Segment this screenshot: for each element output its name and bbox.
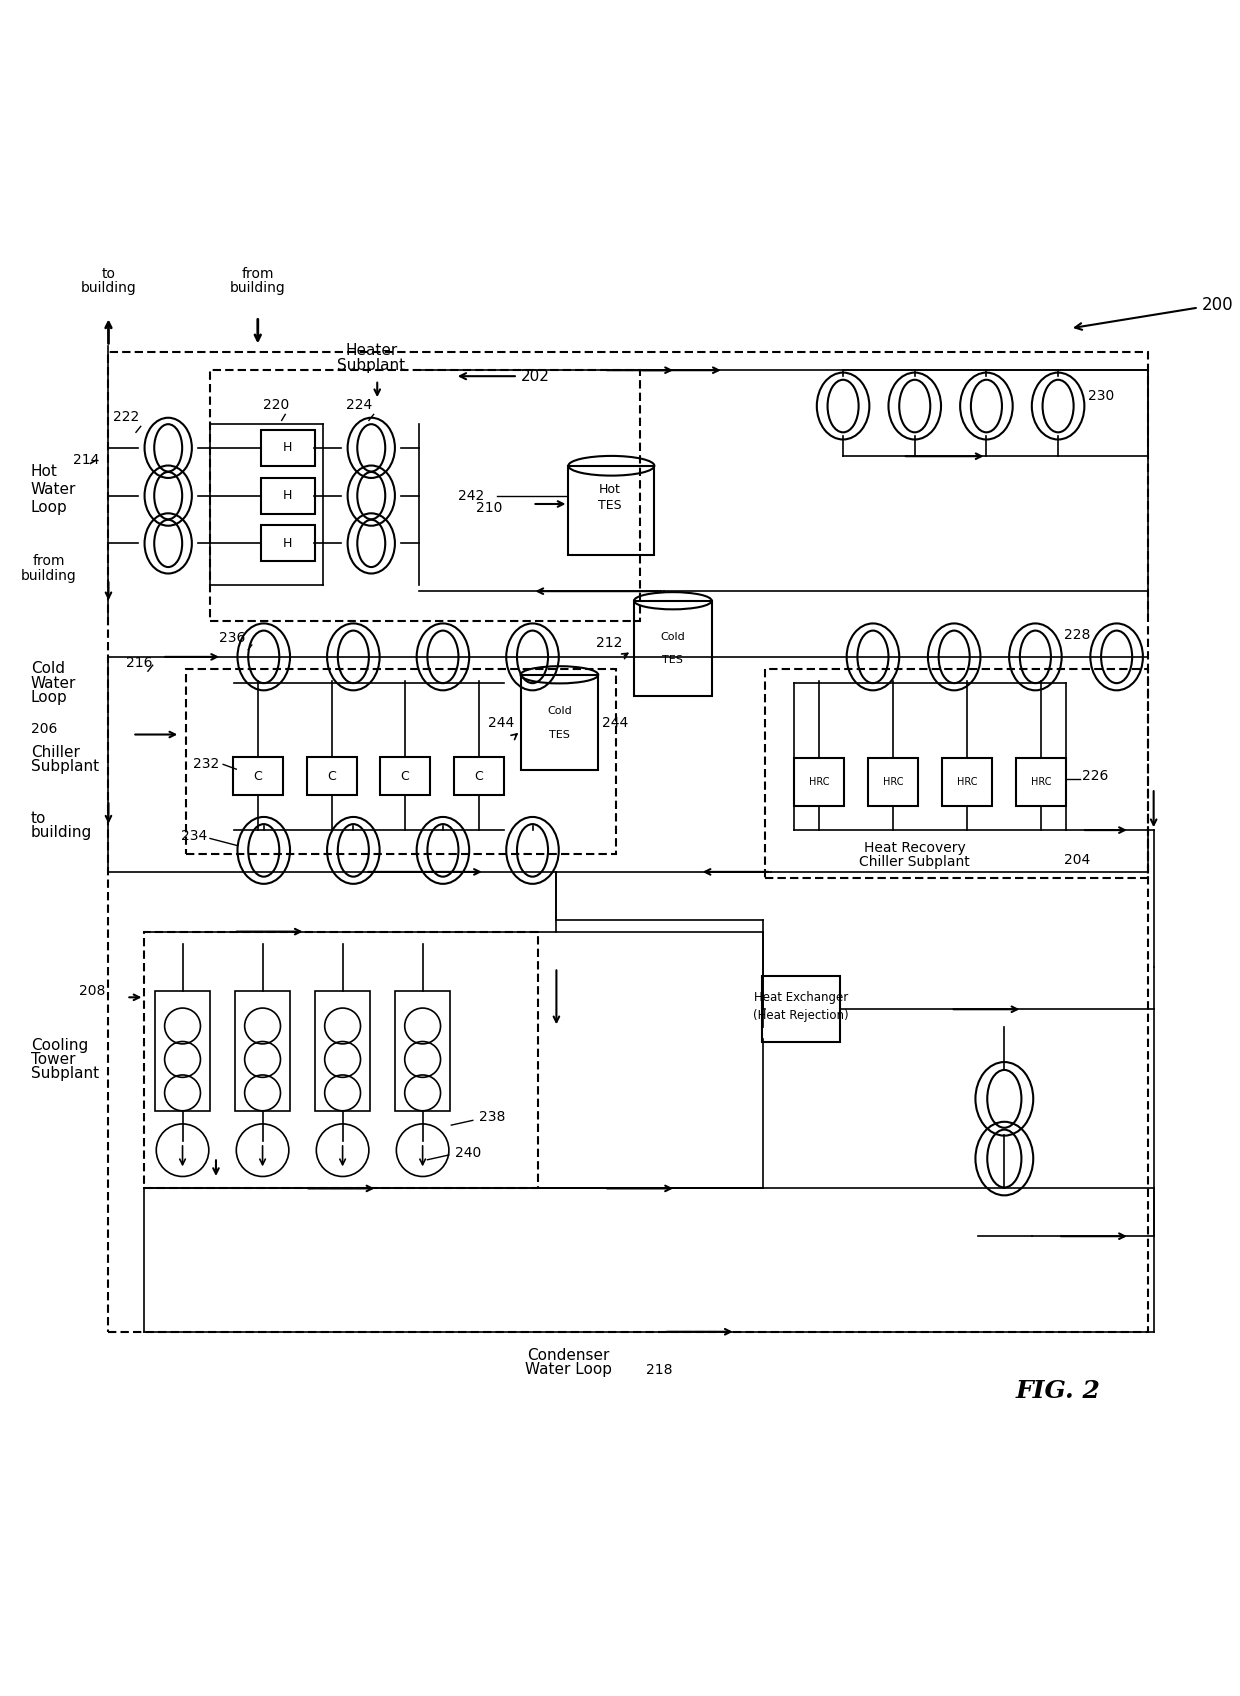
Text: Water: Water [31, 482, 76, 497]
Text: 242: 242 [459, 488, 485, 502]
Text: Loop: Loop [31, 500, 68, 516]
Text: 220: 220 [263, 399, 289, 412]
Text: 224: 224 [346, 399, 372, 412]
Text: TES: TES [599, 499, 622, 512]
Text: HRC: HRC [883, 777, 904, 787]
Text: TES: TES [662, 655, 683, 665]
Text: Cold: Cold [661, 631, 686, 641]
Text: C: C [253, 770, 262, 784]
Text: Subplant: Subplant [337, 358, 405, 373]
Text: Heater: Heater [345, 343, 397, 358]
Text: TES: TES [549, 729, 570, 739]
Text: building: building [21, 568, 77, 583]
Text: 200: 200 [1075, 295, 1233, 329]
Text: 230: 230 [1087, 390, 1115, 404]
Text: 210: 210 [476, 500, 502, 514]
Bar [260, 526, 315, 561]
Bar [155, 992, 210, 1111]
Text: Condenser: Condenser [527, 1348, 610, 1364]
Text: HRC: HRC [1032, 777, 1052, 787]
Text: C: C [475, 770, 484, 784]
Bar [379, 756, 430, 795]
Text: building: building [229, 282, 285, 295]
Text: to: to [102, 266, 115, 280]
Bar [763, 977, 839, 1041]
Bar [260, 478, 315, 514]
Text: from: from [242, 266, 274, 280]
Text: Loop: Loop [31, 690, 68, 706]
Text: C: C [327, 770, 336, 784]
Bar [1017, 758, 1066, 806]
Text: H: H [283, 488, 293, 502]
Text: to: to [31, 811, 46, 826]
Bar [521, 675, 598, 770]
Bar [396, 992, 450, 1111]
Text: 234: 234 [181, 829, 207, 843]
Text: Water: Water [31, 675, 76, 690]
Text: (Heat Rejection): (Heat Rejection) [754, 1009, 849, 1021]
Text: 226: 226 [1083, 770, 1109, 784]
Text: Hot: Hot [31, 465, 58, 480]
Text: Hot: Hot [599, 483, 621, 497]
Text: Heat Exchanger: Heat Exchanger [754, 990, 848, 1004]
Text: 228: 228 [1064, 629, 1090, 643]
Text: 206: 206 [31, 721, 57, 736]
Bar [236, 992, 290, 1111]
Text: Tower: Tower [31, 1052, 76, 1067]
Bar [210, 370, 640, 621]
Text: H: H [283, 441, 293, 455]
Bar [186, 668, 616, 855]
Text: FIG. 2: FIG. 2 [1016, 1379, 1101, 1404]
Text: Cold: Cold [31, 661, 64, 677]
Text: Chiller: Chiller [31, 745, 79, 760]
Bar [568, 466, 655, 555]
Text: H: H [283, 538, 293, 550]
Text: 212: 212 [595, 636, 622, 650]
Bar [454, 756, 503, 795]
Bar [306, 756, 357, 795]
Bar [260, 429, 315, 466]
Text: 214: 214 [73, 453, 99, 466]
Text: Heat Recovery: Heat Recovery [864, 841, 966, 855]
Bar [765, 668, 1148, 879]
Text: 222: 222 [113, 410, 140, 424]
Text: 236: 236 [219, 631, 246, 644]
Text: 208: 208 [78, 984, 105, 999]
Bar [108, 353, 1148, 1331]
Bar [794, 758, 844, 806]
Text: 202: 202 [460, 368, 549, 383]
Text: 204: 204 [1064, 853, 1090, 867]
Bar [315, 992, 370, 1111]
Text: Cold: Cold [547, 706, 572, 716]
Text: 232: 232 [193, 758, 219, 772]
Text: C: C [401, 770, 409, 784]
Text: HRC: HRC [957, 777, 977, 787]
Bar [634, 600, 712, 697]
Text: Water Loop: Water Loop [525, 1362, 611, 1377]
Bar [144, 931, 538, 1189]
Text: Subplant: Subplant [31, 760, 99, 775]
Text: HRC: HRC [808, 777, 830, 787]
Bar [942, 758, 992, 806]
Text: from: from [32, 555, 64, 568]
Text: building: building [81, 282, 136, 295]
Text: building: building [31, 824, 92, 840]
Text: 216: 216 [126, 656, 153, 670]
Text: 240: 240 [455, 1145, 481, 1160]
Text: Chiller Subplant: Chiller Subplant [859, 855, 970, 870]
Text: 244: 244 [489, 716, 515, 729]
Text: Cooling: Cooling [31, 1038, 88, 1053]
Text: Subplant: Subplant [31, 1067, 99, 1082]
Text: 238: 238 [479, 1109, 505, 1124]
Text: 218: 218 [646, 1364, 672, 1377]
Text: 244: 244 [601, 716, 629, 729]
Bar [868, 758, 919, 806]
Bar [233, 756, 283, 795]
